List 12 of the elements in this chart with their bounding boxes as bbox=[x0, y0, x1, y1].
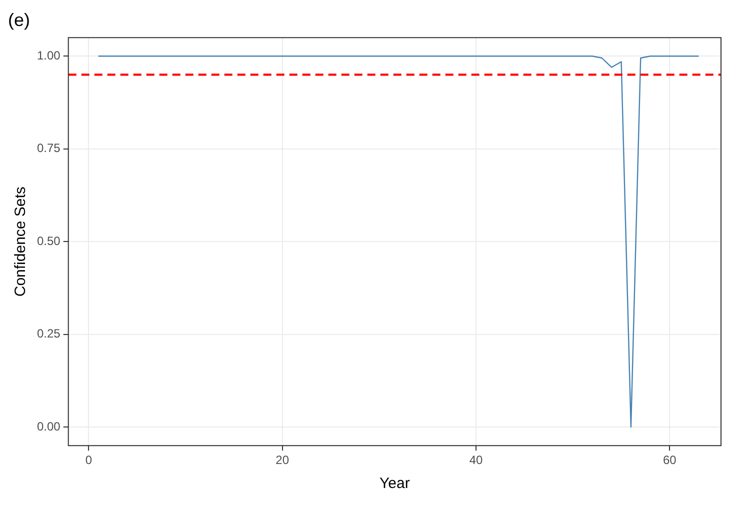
y-tick-label: 0.75 bbox=[36, 141, 61, 156]
x-tick-label: 0 bbox=[85, 453, 92, 468]
y-tick-label: 0.00 bbox=[36, 419, 61, 434]
x-tick-label: 40 bbox=[469, 453, 484, 468]
y-tick-label: 1.00 bbox=[36, 48, 61, 62]
y-tick-label: 0.25 bbox=[36, 326, 61, 341]
x-tick-label: 20 bbox=[276, 453, 290, 468]
x-tick-label: 60 bbox=[663, 453, 677, 468]
y-axis-title: Confidence Sets bbox=[12, 186, 30, 297]
y-tick-label: 0.50 bbox=[36, 234, 61, 248]
x-axis-title: Year bbox=[380, 475, 410, 492]
chart-title: (e) bbox=[8, 10, 30, 30]
